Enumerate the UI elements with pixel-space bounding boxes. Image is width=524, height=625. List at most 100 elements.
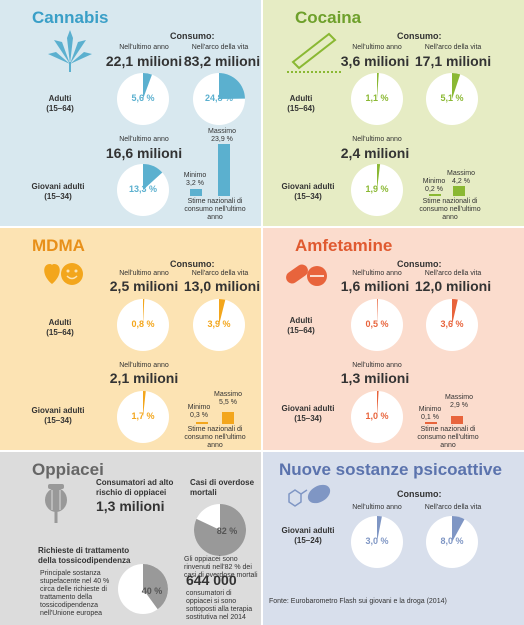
pie-slice [143, 73, 152, 99]
amfetamine-adults-pie2: 3,6 % [426, 299, 478, 351]
poppy-icon [45, 484, 67, 523]
mdma-min-label: Minimo 0,3 % [187, 404, 211, 419]
mdma-note: Stime nazionali di consumo nell'ultimo a… [184, 426, 246, 449]
substitution-note: consumatori di oppiacei si sono sottopos… [186, 590, 253, 621]
amfetamine-note: Stime nazionali di consumo nell'ultimo a… [417, 426, 479, 449]
mdma-young-label: Giovani adulti (15–34) [31, 406, 85, 425]
pie-label: 82 % [216, 526, 238, 536]
cocaina-adults-pie2: 5,1 % [426, 73, 478, 125]
cocaina-young-label: Giovani adulti (15–34) [281, 182, 335, 201]
cannabis-consumo: Consumo: [170, 31, 215, 41]
mdma-title: MDMA [32, 236, 85, 255]
amfetamine-max-label: Massimo 2,9 % [444, 394, 473, 409]
treatment-label: Richieste di trattamento della tossicodi… [38, 546, 131, 565]
amfetamine-young-pie: 1,0 % [351, 391, 403, 443]
nps-young-label: Giovani adulti (15–24) [281, 526, 335, 545]
cannabis-adults-n1: 22,1 milioni [105, 53, 183, 69]
pie-label: 40 % [141, 586, 163, 596]
pie-label: 1,7 % [131, 411, 155, 421]
pie-label: 24,8 % [204, 93, 234, 103]
mdma-last-year-label: Nell'ultimo anno [119, 270, 169, 277]
pie-label: 1,0 % [365, 411, 389, 421]
cocaina-title: Cocaina [295, 8, 362, 27]
cocaina-last-year-label: Nell'ultimo anno [352, 44, 402, 51]
nps-panel: Nuove sostanze psicoattive Consumo: Nell… [263, 452, 524, 625]
nps-molecule-pill-icon [288, 484, 331, 507]
cannabis-title: Cannabis [32, 8, 109, 27]
cocaina-young-n1: 2,4 milioni [340, 145, 410, 161]
pie-label: 5,1 % [440, 93, 464, 103]
nps-source: Fonte: Eurobarometro Flash sui giovani e… [269, 598, 447, 605]
amfetamine-young-label: Giovani adulti (15–34) [281, 404, 335, 423]
cannabis-adults-pie2: 24,8 % [193, 73, 245, 125]
cannabis-adults-label: Adulti (15–64) [46, 94, 74, 113]
cocaina-adults-n1: 3,6 milioni [340, 53, 410, 69]
pie-label: 0,5 % [365, 319, 389, 329]
pie-slice [377, 391, 379, 417]
amfetamine-adults-n2: 12,0 milioni [414, 278, 492, 294]
cannabis-max-label: Massimo 23,9 % [207, 128, 236, 143]
cocaina-lifetime-label: Nell'arco della vita [424, 44, 482, 51]
pie-slice [377, 164, 381, 190]
oppiacei-panel: Oppiacei Consumatori ad alto rischio di … [0, 452, 261, 625]
high-risk-value: 1,3 milioni [96, 498, 165, 514]
amfetamine-min-label: Minimo 0,1 % [418, 406, 442, 421]
cannabis-note: Stime nazionali di consumo nell'ultimo a… [184, 198, 246, 221]
mdma-max-bar [222, 412, 234, 424]
overdose-pie: 82 % [194, 504, 246, 556]
amfetamine-pills-icon [286, 264, 327, 286]
cannabis-young-pie: 13,3 % [117, 164, 169, 216]
pie-slice [143, 299, 145, 325]
mdma-consumo: Consumo: [170, 259, 215, 269]
mdma-adults-n2: 13,0 milioni [183, 278, 261, 294]
oppiacei-title: Oppiacei [32, 460, 104, 479]
cocaina-max-bar [453, 186, 465, 196]
nps-consumo: Consumo: [397, 489, 442, 499]
pie-label: 5,6 % [131, 93, 155, 103]
cannabis-adults-n2: 83,2 milioni [183, 53, 261, 69]
pie-label: 0,8 % [131, 319, 155, 329]
cannabis-young-last-year-label: Nell'ultimo anno [119, 136, 169, 143]
mdma-adults-label: Adulti (15–64) [46, 318, 74, 337]
cannabis-young-label: Giovani adulti (15–34) [31, 182, 85, 201]
substitution-value: 644 000 [186, 572, 237, 588]
cocaina-max-label: Massimo 4,2 % [446, 170, 475, 185]
nps-lifetime-label: Nell'arco della vita [424, 504, 482, 511]
mdma-lifetime-label: Nell'arco della vita [191, 270, 249, 277]
cannabis-min-bar [190, 189, 202, 196]
mdma-smiley-pills-icon [44, 263, 83, 285]
nps-title: Nuove sostanze psicoattive [279, 460, 502, 479]
mdma-young-pie: 1,7 % [117, 391, 169, 443]
mdma-panel: MDMA Consumo: Nell'ultimo anno Nell'arco… [0, 228, 261, 450]
overdose-note: Gli oppiacei sono rinvenuti nell'82 % de… [184, 556, 258, 579]
cannabis-young-n1: 16,6 milioni [105, 145, 183, 161]
amfetamine-lifetime-label: Nell'arco della vita [424, 270, 482, 277]
cocaina-consumo: Consumo: [397, 31, 442, 41]
cocaina-razor-icon [287, 32, 341, 73]
cannabis-leaf-icon [48, 30, 92, 72]
mdma-young-n1: 2,1 milioni [109, 370, 179, 386]
mdma-young-last-year-label: Nell'ultimo anno [119, 362, 169, 369]
mdma-adults-pie1: 0,8 % [117, 299, 169, 351]
overdose-label: Casi di overdose mortali [190, 478, 255, 497]
pie-slice [219, 73, 245, 99]
pie-label: 13,3 % [128, 184, 158, 194]
cocaina-adults-label: Adulti (15–64) [287, 94, 315, 113]
pie-slice [452, 516, 465, 542]
pie-slice [143, 564, 168, 610]
cannabis-panel: Cannabis Consumo: Nell'ultimo anno Nell'… [0, 0, 261, 226]
amfetamine-adults-label: Adulti (15–64) [287, 316, 315, 335]
pie-slice [452, 299, 458, 325]
amfetamine-max-bar [451, 416, 463, 424]
pie-slice [143, 164, 163, 190]
mdma-adults-pie2: 3,9 % [193, 299, 245, 351]
cocaina-note: Stime nazionali di consumo nell'ultimo a… [419, 198, 481, 221]
nps-pie2: 8,0 % [426, 516, 478, 568]
amfetamine-young-last-year-label: Nell'ultimo anno [352, 362, 402, 369]
pie-slice [219, 299, 226, 325]
treatment-note: Principale sostanza stupefacente nel 40 … [40, 570, 110, 617]
cannabis-adults-pie1: 5,6 % [117, 73, 169, 125]
pie-label: 8,0 % [440, 536, 464, 546]
mdma-adults-n1: 2,5 milioni [109, 278, 179, 294]
